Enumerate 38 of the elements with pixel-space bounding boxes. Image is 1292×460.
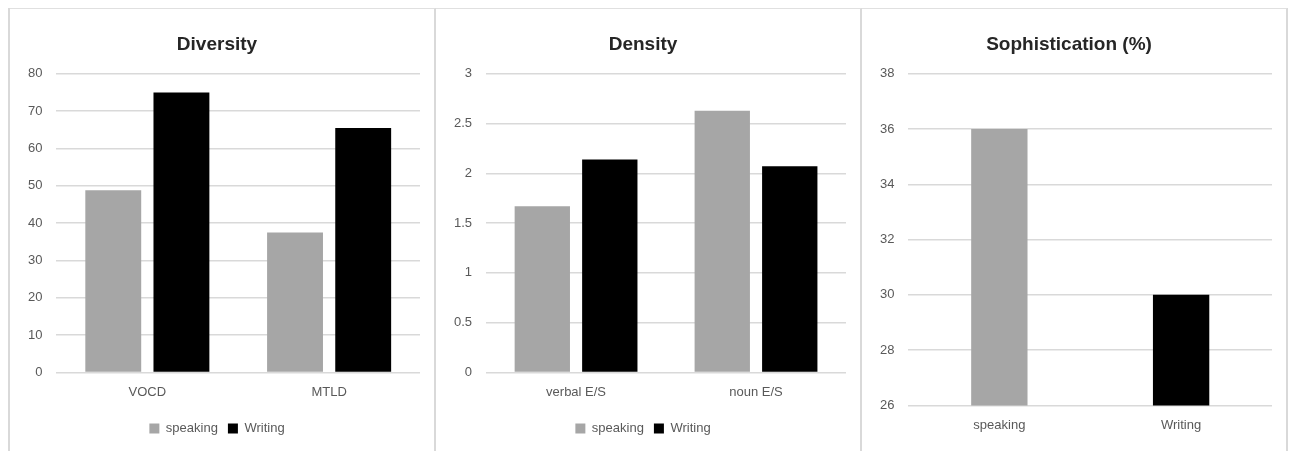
chart-title: Sophistication (%) <box>986 32 1152 54</box>
y-tick-label: 32 <box>879 231 895 247</box>
y-tick-label: 20 <box>27 289 43 305</box>
y-tick-label: 0 <box>464 363 473 379</box>
y-tick-label: 0.5 <box>453 314 473 330</box>
bar <box>267 232 323 372</box>
y-tick-label: 3 <box>464 65 473 81</box>
chart-title: Diversity <box>176 32 258 54</box>
y-tick-label: 40 <box>27 214 43 230</box>
x-tick-label: VOCD <box>128 383 167 399</box>
bar <box>335 127 392 372</box>
y-tick-label: 70 <box>27 102 43 118</box>
y-tick-label: 1 <box>464 264 473 280</box>
y-tick-label: 1.5 <box>453 214 473 230</box>
bar <box>762 166 818 372</box>
y-tick-label: 38 <box>879 65 895 81</box>
y-tick-label: 60 <box>27 140 43 156</box>
y-tick-label: 30 <box>27 252 43 267</box>
bar <box>582 159 638 372</box>
y-tick-label: 50 <box>27 177 43 193</box>
bar <box>514 206 570 372</box>
y-tick-label: 2.5 <box>453 115 473 131</box>
y-tick-label: 2 <box>464 164 473 180</box>
bar <box>153 92 210 372</box>
y-tick-label: 10 <box>27 326 43 342</box>
y-tick-label: 28 <box>879 341 895 357</box>
y-tick-label: 36 <box>879 120 895 136</box>
y-tick-label: 34 <box>879 175 895 191</box>
y-tick-label: 80 <box>27 65 43 81</box>
y-tick-label: 26 <box>879 396 895 412</box>
x-tick-label: noun E/S <box>729 383 784 399</box>
bar <box>85 190 142 372</box>
x-tick-label: MTLD <box>311 383 347 399</box>
y-tick-label: 0 <box>35 363 43 379</box>
chart-title: Density <box>608 32 678 54</box>
bar <box>694 110 750 372</box>
x-tick-label: verbal E/S <box>546 383 607 399</box>
y-tick-label: 30 <box>879 286 895 302</box>
